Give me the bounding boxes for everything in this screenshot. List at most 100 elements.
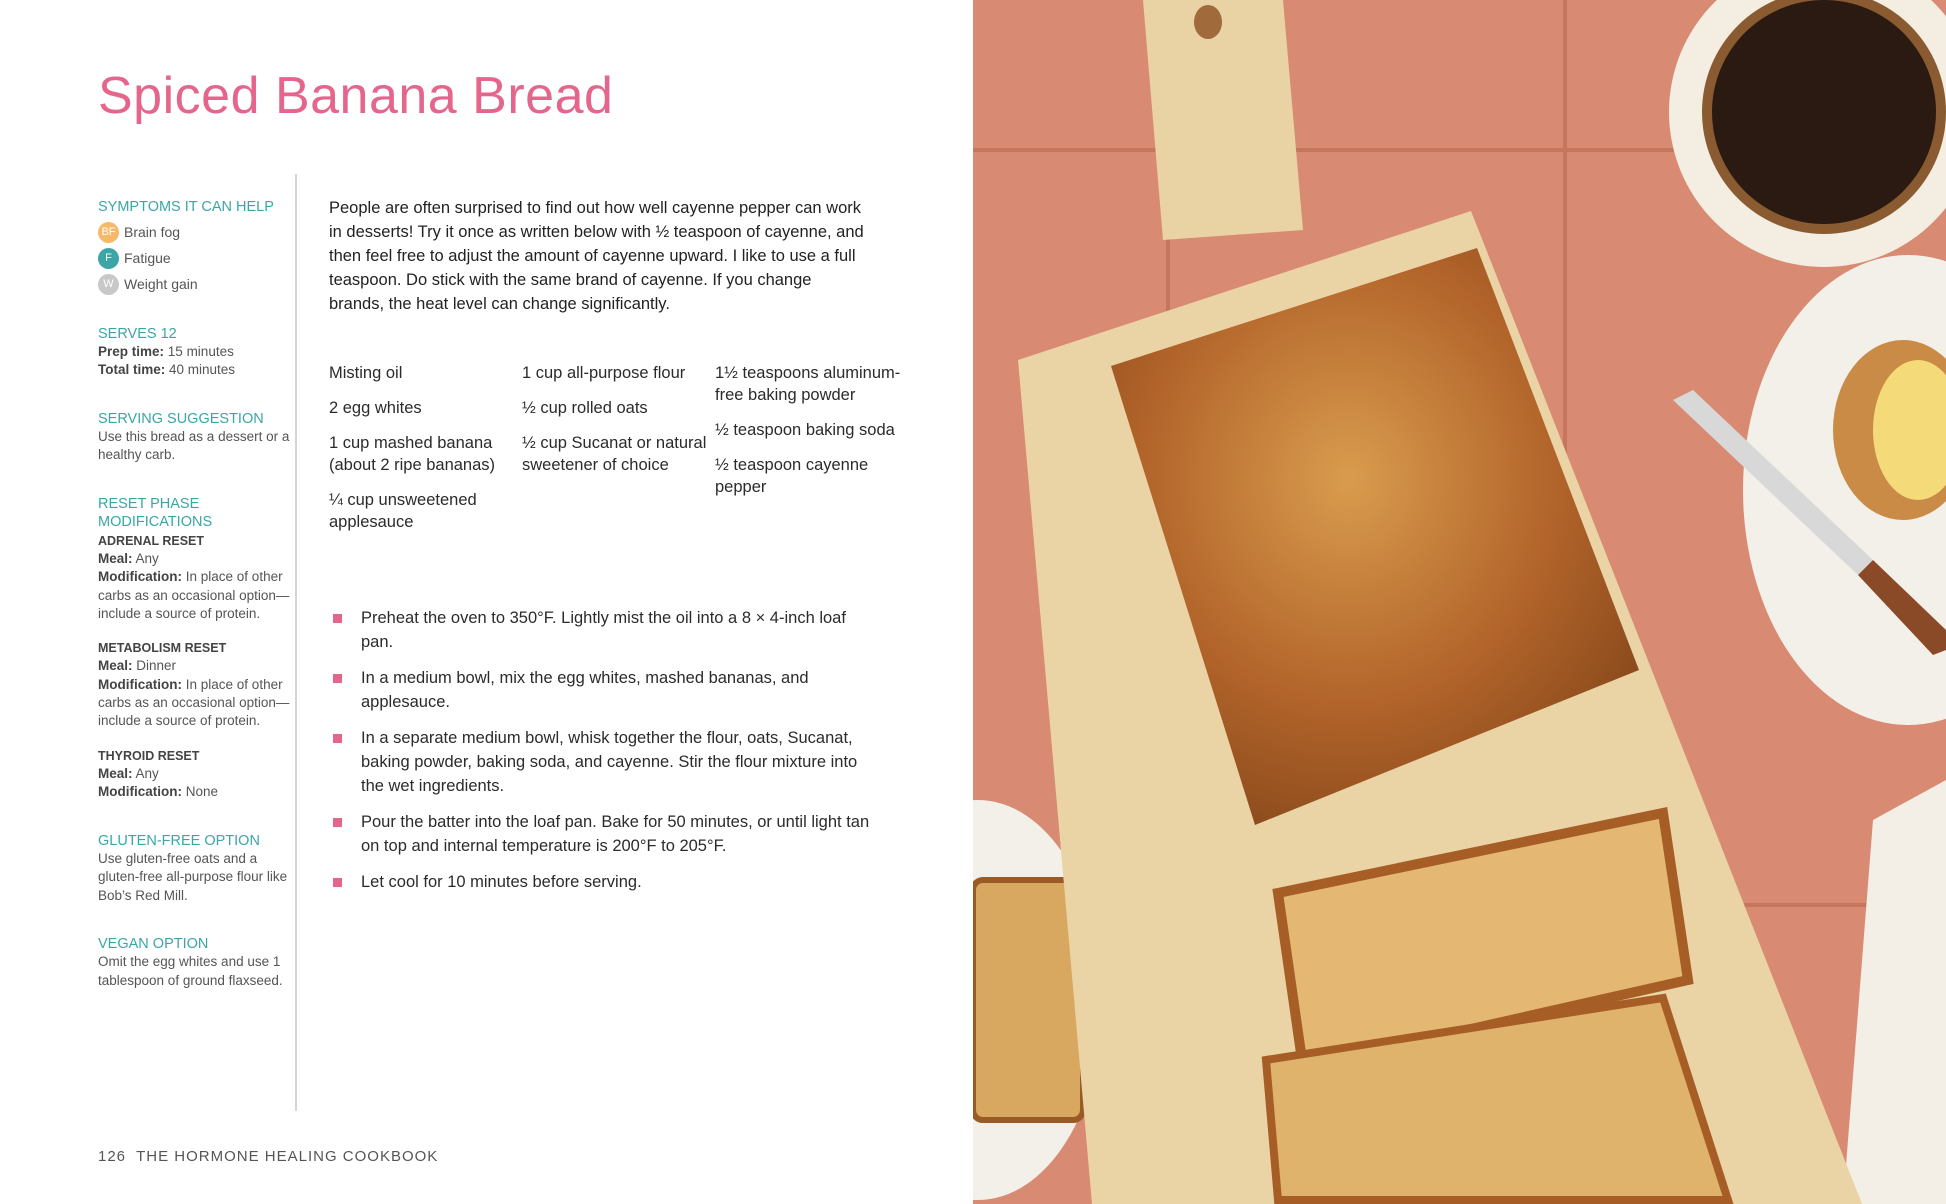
butter <box>1873 360 1946 500</box>
symptom-badge-icon: W <box>98 273 119 295</box>
bread-slice <box>1272 807 1694 1074</box>
ingredient-column: 1½ teaspoons aluminum-free baking powder… <box>715 362 907 546</box>
gluten-text: Use gluten-free oats and a gluten-free a… <box>98 851 288 903</box>
ingredient-column: Misting oil 2 egg whites 1 cup mashed bana… <box>329 362 522 546</box>
ingredient-item: Misting oil <box>329 364 403 382</box>
page-footer: 126 THE HORMONE HEALING COOKBOOK <box>98 1148 438 1165</box>
meal-value: Dinner <box>136 658 177 674</box>
modification-label: Modification: <box>98 569 182 585</box>
modification-label: Modification: <box>98 784 182 800</box>
page-number: 126 <box>98 1148 127 1165</box>
serving-text: Use this bread as a dessert or a healthy… <box>98 429 290 463</box>
ingredient-item: ½ cup Sucanat or natural sweetener of ch… <box>522 434 707 474</box>
column-divider <box>295 174 297 1111</box>
serves-heading: SERVES 12 <box>98 325 177 342</box>
ingredient-item: ¼ cup unsweetened applesauce <box>329 491 477 531</box>
recipe-page: Spiced Banana Bread SYMPTOMS IT CAN HELP… <box>98 67 907 1165</box>
reset-name: THYROID RESET <box>98 748 200 763</box>
ingredients-list: Misting oil 2 egg whites 1 cup mashed bana… <box>329 362 907 546</box>
total-label: Total time: <box>98 362 166 378</box>
square-bullet-icon <box>333 818 342 827</box>
meal-label: Meal: <box>98 765 133 781</box>
instruction-step: In a separate medium bowl, whisk togethe… <box>333 726 878 798</box>
modification-value: In place of other carbs as an occasional… <box>98 676 290 729</box>
intro-paragraph: People are often surprised to find out h… <box>329 199 864 313</box>
symptoms-section: SYMPTOMS IT CAN HELP BF Brain fog F Fatigue… <box>98 198 292 295</box>
symptom-label: Brain fog <box>124 223 181 240</box>
reset-block: ADRENAL RESET Meal: Any Modification: In p… <box>98 532 292 623</box>
symptom-label: Weight gain <box>124 275 198 292</box>
meal-value: Any <box>135 765 159 781</box>
symptom-label: Fatigue <box>124 249 171 266</box>
reset-modification: Modification: None <box>98 783 292 801</box>
step-text: In a separate medium bowl, whisk togethe… <box>361 729 858 795</box>
reset-modification: Modification: In place of other carbs as… <box>98 676 292 731</box>
ingredient-item: 1 cup all-purpose flour <box>522 364 686 382</box>
banana-bread-loaf <box>1111 248 1639 825</box>
reset-meal: Meal: Any <box>98 550 292 568</box>
recipe-title: Spiced Banana Bread <box>98 67 614 125</box>
bread-slice <box>1261 993 1734 1204</box>
modification-value: In place of other carbs as an occasional… <box>98 569 290 621</box>
gluten-heading: GLUTEN-FREE OPTION <box>98 832 260 849</box>
reset-section: RESET PHASE MODIFICATIONS ADRENAL RESET M… <box>98 495 292 802</box>
serving-section: SERVING SUGGESTION Use this bread as a d… <box>98 410 292 465</box>
square-bullet-icon <box>333 674 342 683</box>
bread-slice-left <box>973 877 1086 1123</box>
symptom-item: W Weight gain <box>98 273 292 295</box>
instruction-step: Pour the batter into the loaf pan. Bake … <box>333 810 878 858</box>
prep-label: Prep time: <box>98 344 165 359</box>
vegan-heading: VEGAN OPTION <box>98 935 209 952</box>
instructions-list: Preheat the oven to 350°F. Lightly mist … <box>333 606 878 906</box>
photo-illustration <box>973 0 1946 1204</box>
reset-meal: Meal: Any <box>98 765 292 783</box>
ingredient-item: 1½ teaspoons aluminum-free baking powder <box>715 364 901 404</box>
symptom-item: BF Brain fog <box>98 221 292 243</box>
board-hole <box>1194 5 1222 39</box>
reset-block: THYROID RESET Meal: Any Modification: None <box>98 747 292 802</box>
tile-grout <box>973 148 1946 152</box>
step-text: Preheat the oven to 350°F. Lightly mist … <box>361 609 846 651</box>
book-title: THE HORMONE HEALING COOKBOOK <box>136 1148 439 1165</box>
meal-label: Meal: <box>98 658 133 674</box>
gluten-section: GLUTEN-FREE OPTION Use gluten-free oats … <box>98 832 292 905</box>
ingredient-item: ½ cup rolled oats <box>522 399 648 417</box>
modification-label: Modification: <box>98 676 182 692</box>
ingredient-column: 1 cup all-purpose flour ½ cup rolled oats… <box>522 362 715 546</box>
reset-modification: Modification: In place of other carbs as… <box>98 568 292 623</box>
instruction-step: In a medium bowl, mix the egg whites, ma… <box>333 666 878 714</box>
ingredient-item: 2 egg whites <box>329 399 422 417</box>
symptom-badge-icon: F <box>98 247 119 269</box>
banana-bread-photo <box>973 0 1946 1204</box>
step-text: Pour the batter into the loaf pan. Bake … <box>361 813 870 855</box>
prep-value: 15 minutes <box>167 344 234 359</box>
square-bullet-icon <box>333 614 342 623</box>
reset-block: METABOLISM RESET Meal: Dinner Modification… <box>98 639 292 730</box>
reset-heading: RESET PHASE MODIFICATIONS <box>98 495 213 531</box>
modification-value: None <box>185 784 219 800</box>
ingredient-item: ½ teaspoon cayenne pepper <box>715 456 869 496</box>
square-bullet-icon <box>333 878 342 887</box>
square-bullet-icon <box>333 734 342 743</box>
step-text: Let cool for 10 minutes before serving. <box>361 873 642 891</box>
reset-name: ADRENAL RESET <box>98 533 205 548</box>
reset-name: METABOLISM RESET <box>98 641 227 656</box>
ingredient-item: 1 cup mashed banana (about 2 ripe banana… <box>329 434 496 474</box>
knife-blade <box>1673 390 1873 575</box>
cutting-board-handle <box>1143 0 1303 240</box>
symptom-item: F Fatigue <box>98 247 292 269</box>
coffee <box>1712 0 1936 224</box>
knife-handle <box>1858 560 1946 655</box>
meal-value: Any <box>135 550 159 566</box>
symptom-badge-icon: BF <box>98 221 119 243</box>
vegan-section: VEGAN OPTION Omit the egg whites and use… <box>98 935 292 990</box>
reset-meal: Meal: Dinner <box>98 657 292 675</box>
vegan-text: Omit the egg whites and use 1 tablespoon… <box>98 954 283 988</box>
total-value: 40 minutes <box>169 362 236 378</box>
napkin <box>1843 780 1946 1204</box>
instruction-step: Preheat the oven to 350°F. Lightly mist … <box>333 606 878 654</box>
instruction-step: Let cool for 10 minutes before serving. <box>333 870 878 894</box>
meal-label: Meal: <box>98 550 133 566</box>
symptoms-heading: SYMPTOMS IT CAN HELP <box>98 199 274 215</box>
step-text: In a medium bowl, mix the egg whites, ma… <box>361 669 809 711</box>
